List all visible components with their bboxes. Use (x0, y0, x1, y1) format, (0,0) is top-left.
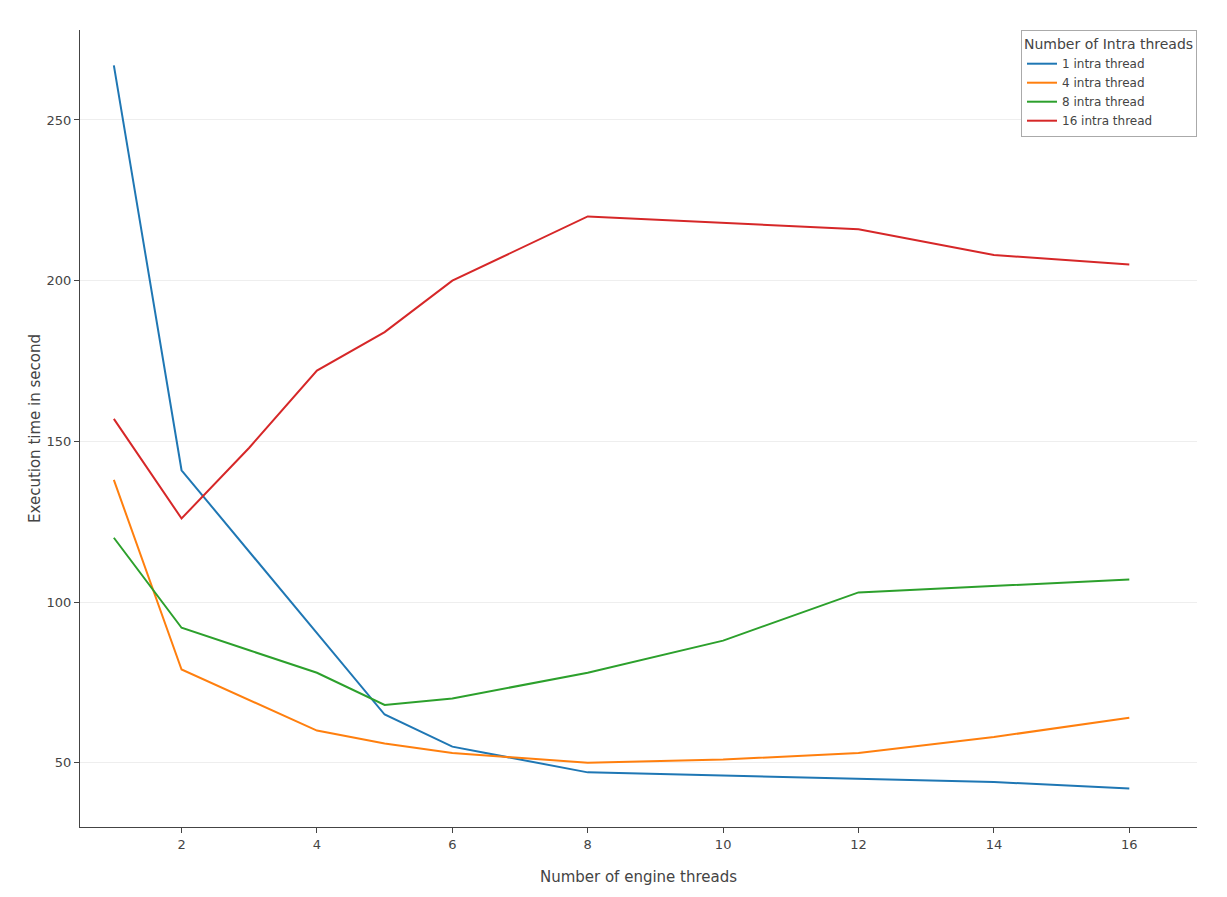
svg-text:4: 4 (313, 837, 321, 852)
svg-text:Execution time in second: Execution time in second (26, 334, 44, 523)
svg-text:8 intra thread: 8 intra thread (1062, 95, 1145, 109)
svg-text:50: 50 (55, 755, 72, 770)
svg-text:16: 16 (1121, 837, 1138, 852)
svg-text:4 intra thread: 4 intra thread (1062, 76, 1145, 90)
svg-text:12: 12 (850, 837, 867, 852)
svg-text:Number of engine threads: Number of engine threads (540, 868, 737, 886)
svg-text:8: 8 (584, 837, 592, 852)
svg-text:150: 150 (47, 434, 72, 449)
svg-text:1 intra thread: 1 intra thread (1062, 57, 1145, 71)
svg-text:10: 10 (715, 837, 732, 852)
svg-text:100: 100 (47, 595, 72, 610)
svg-text:6: 6 (448, 837, 456, 852)
svg-text:Number of Intra threads: Number of Intra threads (1024, 36, 1193, 52)
svg-text:250: 250 (47, 113, 72, 128)
svg-text:14: 14 (986, 837, 1003, 852)
svg-text:200: 200 (47, 273, 72, 288)
svg-text:16 intra thread: 16 intra thread (1062, 114, 1152, 128)
svg-text:2: 2 (177, 837, 185, 852)
